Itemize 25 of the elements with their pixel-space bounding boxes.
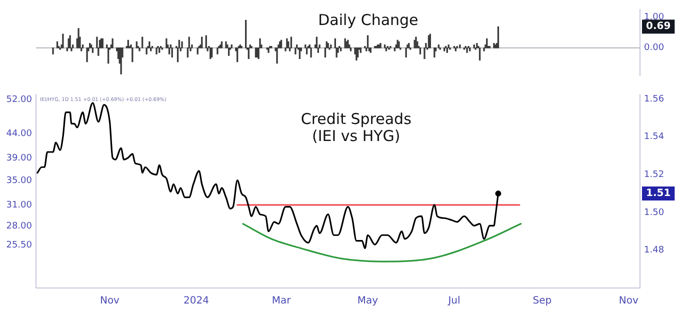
- y2-tick-label: 52.00: [6, 94, 32, 105]
- y2-tick-label: 39.00: [6, 154, 32, 164]
- y-tick-label: 0.00: [644, 43, 664, 54]
- annotation: 0.69: [646, 21, 671, 32]
- y-tick-label: 1.54: [644, 132, 664, 142]
- text: Credit Spreads (IEI vs HYG): [300, 110, 412, 145]
- x-tick-label: 2024: [183, 296, 209, 307]
- x-tick-label: Sep: [532, 296, 552, 307]
- chart-title: Daily Change: [318, 10, 418, 29]
- x-tick-label: Nov: [100, 296, 120, 307]
- y-tick-label: 1.56: [644, 94, 664, 104]
- y-tick-label: 1.50: [644, 208, 664, 218]
- x-tick-label: Jul: [447, 296, 460, 307]
- x-tick-label: Nov: [618, 296, 638, 307]
- line-series: [242, 222, 522, 262]
- x-tick-label: Mar: [272, 296, 292, 307]
- x-tick-label: May: [357, 296, 378, 307]
- y2-tick-label: 44.00: [6, 128, 32, 139]
- y2-tick-label: 28.00: [6, 222, 32, 232]
- y-tick-label: 1.48: [644, 246, 664, 256]
- annotation: 1.51: [646, 188, 671, 200]
- y2-tick-label: 25.50: [6, 240, 32, 251]
- y-tick-label: 1.52: [644, 170, 664, 180]
- y2-tick-label: 35.00: [6, 176, 32, 186]
- y2-tick-label: 31.00: [6, 200, 32, 211]
